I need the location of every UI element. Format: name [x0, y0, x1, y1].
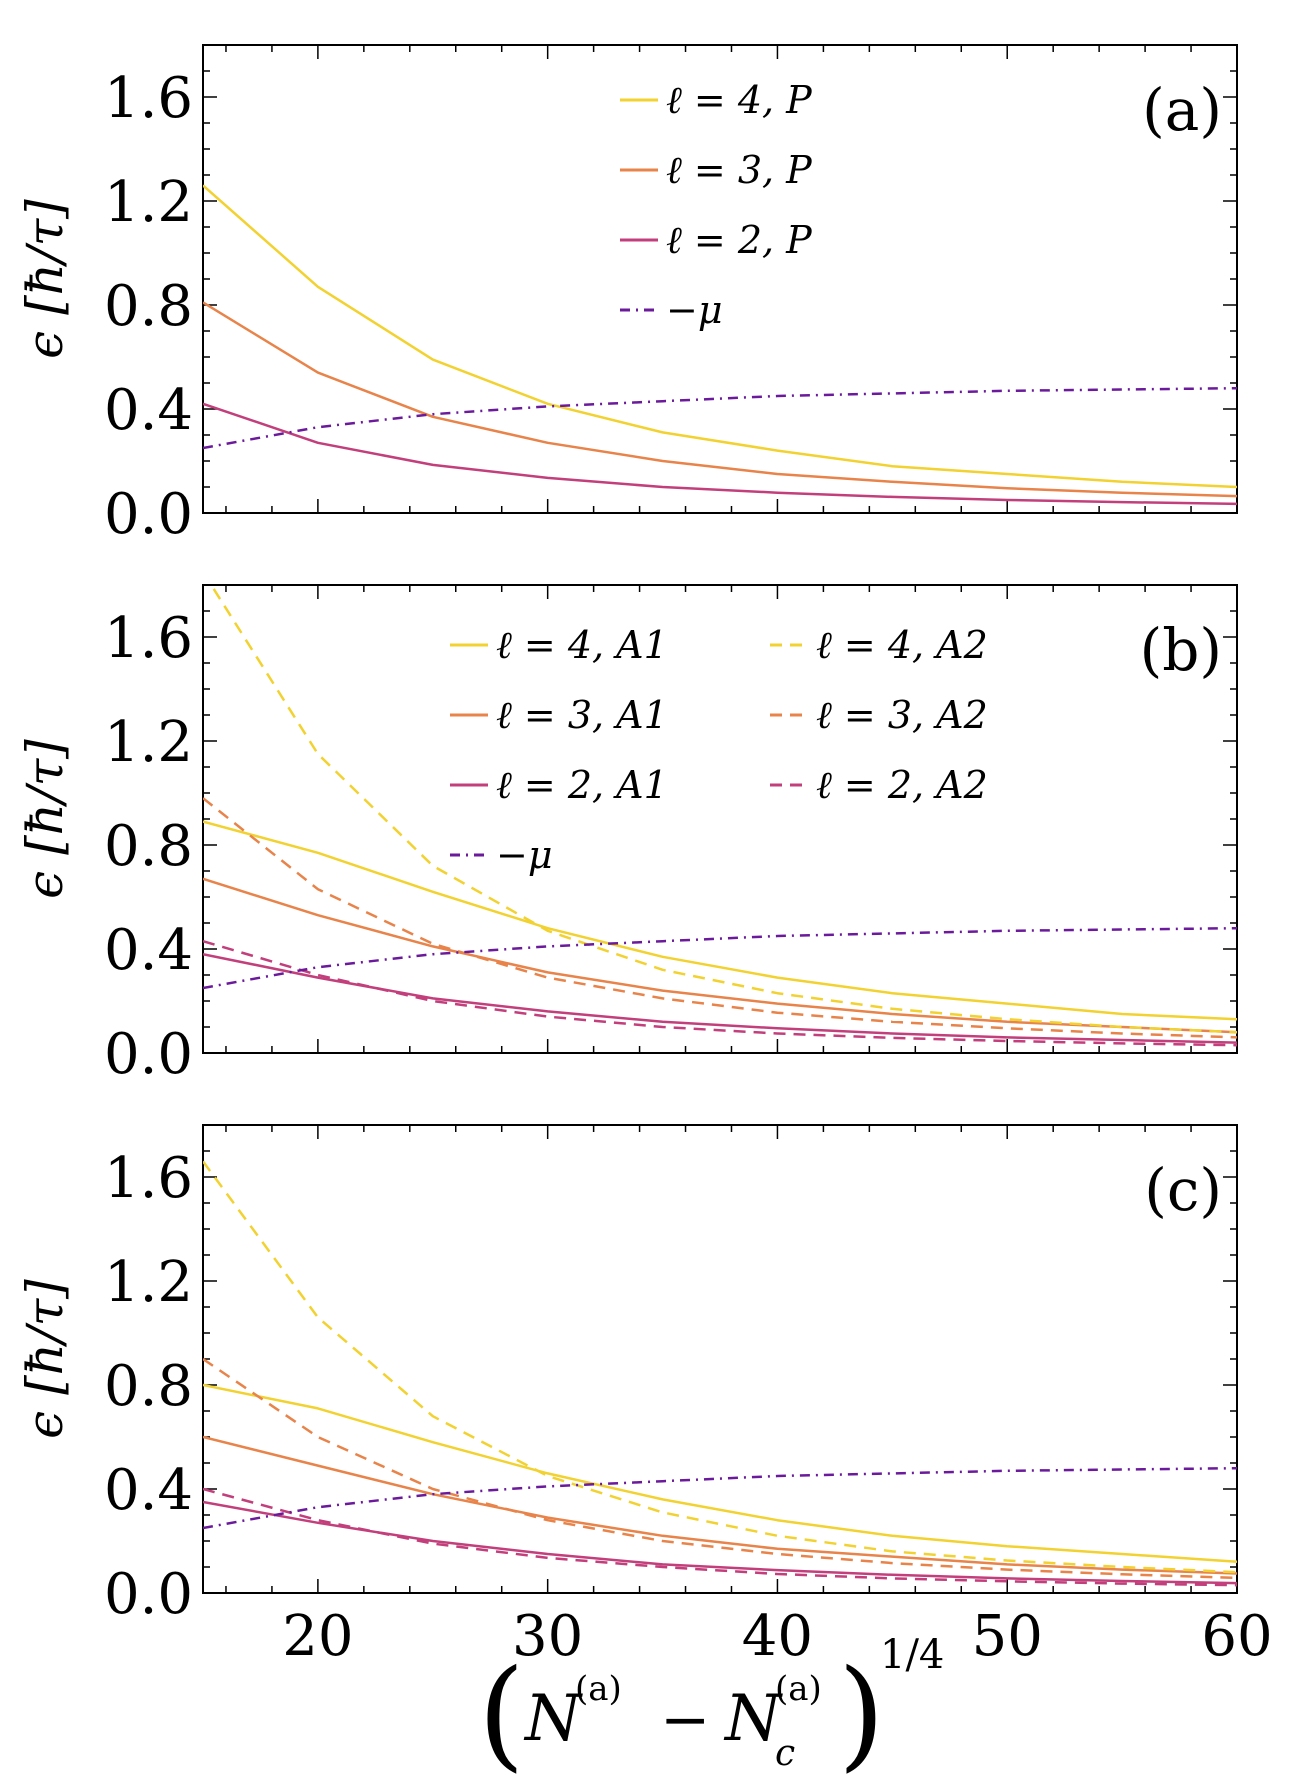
legend-label: ℓ = 3, A1	[496, 693, 668, 737]
y-tick-label: 0.4	[104, 378, 193, 443]
legend-label: ℓ = 4, A1	[496, 623, 668, 667]
series-line	[203, 184, 1237, 489]
y-tick-label: 1.6	[104, 66, 193, 131]
xlabel-sup1: (a)	[575, 1669, 622, 1709]
y-axis-label: ϵ [ħ/τ]	[16, 739, 74, 899]
xlabel-minus: −	[660, 1685, 710, 1755]
series-line	[203, 402, 1237, 506]
y-tick-label: 1.2	[104, 710, 193, 775]
y-tick-label: 0.0	[104, 482, 193, 547]
y-tick-label: 1.2	[104, 170, 193, 235]
x-tick-label: 40	[742, 1604, 813, 1669]
xlabel-sub-c: c	[775, 1733, 795, 1774]
y-tick-label: 0.8	[104, 274, 193, 339]
legend-label: ℓ = 2, A2	[816, 763, 988, 807]
y-tick-label: 0.4	[104, 918, 193, 983]
y-tick-label: 0.8	[104, 814, 193, 879]
xlabel-sup2: (a)	[775, 1669, 822, 1709]
legend: ℓ = 4, A1 ℓ = 3, A1 ℓ = 2, A1 ℓ = 4, A2 ℓ = …	[450, 623, 988, 877]
xlabel-right-paren: )	[838, 1645, 885, 1784]
y-tick-label: 0.0	[104, 1562, 193, 1627]
y-tick-label: 0.8	[104, 1354, 193, 1419]
panel-label: (c)	[1144, 1156, 1222, 1224]
series-layer	[203, 184, 1237, 506]
panel-label: (b)	[1140, 616, 1222, 684]
series-line	[203, 1500, 1237, 1585]
x-tick-label: 20	[282, 1604, 353, 1669]
panels-layer: 0.0 0.4 0.8 1.2 1.6 ϵ [ħ/τ] (a) ℓ = 4, P ℓ = 3, …	[16, 44, 1273, 1669]
series-line	[203, 1487, 1237, 1587]
y-axis-label: ϵ [ħ/τ]	[16, 199, 74, 359]
x-axis-label: ( N (a) − N c (a) ) 1/4	[478, 1632, 944, 1784]
series-line	[203, 386, 1237, 450]
legend-label: −μ	[666, 288, 723, 332]
series-line	[203, 797, 1237, 1039]
plot-frame	[202, 1124, 1238, 1594]
series-line	[203, 877, 1237, 1034]
legend-label: −μ	[496, 833, 553, 877]
series-layer	[203, 1160, 1237, 1587]
xlabel-n: N	[523, 1682, 583, 1756]
series-layer	[203, 585, 1237, 1047]
series-line	[203, 1383, 1237, 1564]
y-tick-label: 1.2	[104, 1250, 193, 1315]
legend-label: ℓ = 3, A2	[816, 693, 988, 737]
series-line	[203, 926, 1237, 990]
series-line	[203, 1160, 1237, 1574]
y-axis-label: ϵ [ħ/τ]	[16, 1279, 74, 1439]
series-line	[203, 940, 1237, 1047]
xlabel-left-paren: (	[478, 1645, 525, 1784]
panel-label: (a)	[1142, 76, 1222, 144]
x-tick-label: 30	[512, 1604, 583, 1669]
xlabel-nc: N	[723, 1682, 783, 1756]
series-line	[203, 1435, 1237, 1575]
legend-label: ℓ = 2, P	[666, 218, 813, 262]
legend-label: ℓ = 4, A2	[816, 623, 988, 667]
chart-panel: 0.0 0.4 0.8 1.2 1.6 ϵ [ħ/τ] (b) ℓ = 4, A1 ℓ = 3,…	[16, 584, 1238, 1087]
y-tick-label: 0.4	[104, 1458, 193, 1523]
y-tick-label: 1.6	[104, 1146, 193, 1211]
chart-panel: 0.0 0.4 0.8 1.2 1.6 ϵ [ħ/τ] (a) ℓ = 4, P ℓ = 3, …	[16, 44, 1238, 547]
legend-label: ℓ = 3, P	[666, 148, 813, 192]
chart-panel: 0.0 0.4 0.8 1.2 1.6 ϵ [ħ/τ] (c) 20 30 40 50 60	[16, 1124, 1273, 1669]
legend-label: ℓ = 4, P	[666, 78, 813, 122]
series-line	[203, 820, 1237, 1021]
x-tick-label: 60	[1201, 1604, 1272, 1669]
series-line	[203, 1466, 1237, 1530]
legend: ℓ = 4, P ℓ = 3, P ℓ = 2, P −μ	[620, 78, 813, 332]
series-line	[203, 301, 1237, 498]
series-line	[203, 1357, 1237, 1580]
series-line	[203, 952, 1237, 1044]
legend-label: ℓ = 2, A1	[496, 763, 668, 807]
plot-frame	[202, 584, 1238, 1054]
xlabel-power: 1/4	[880, 1632, 944, 1678]
series-line	[209, 585, 1237, 1034]
x-tick-label: 50	[972, 1604, 1043, 1669]
y-tick-label: 0.0	[104, 1022, 193, 1087]
y-tick-label: 1.6	[104, 606, 193, 671]
